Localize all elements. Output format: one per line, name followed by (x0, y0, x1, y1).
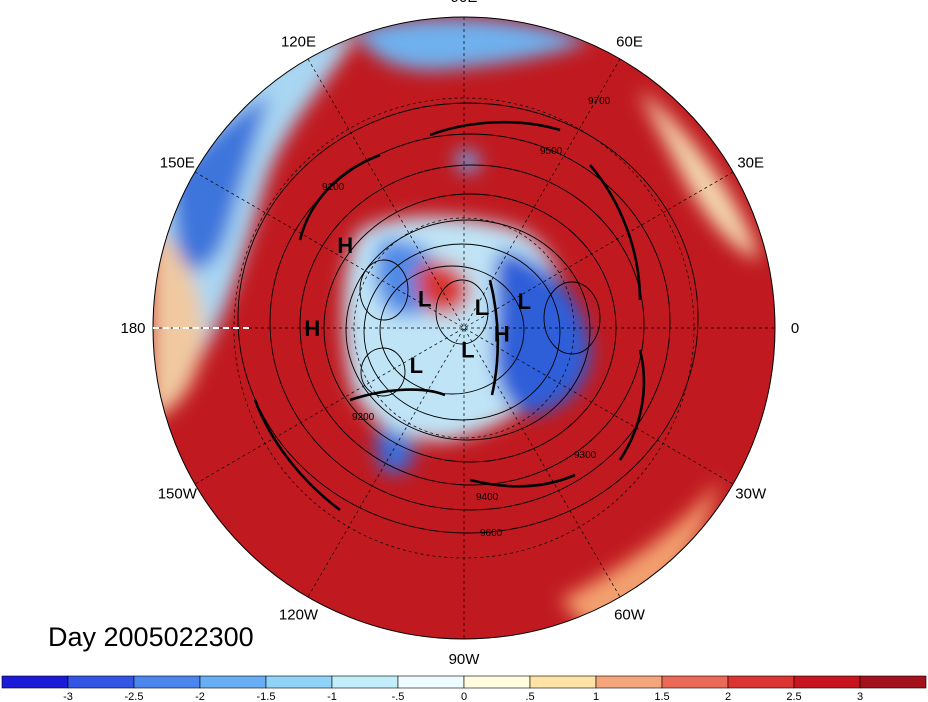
warm-anomaly-center (416, 261, 470, 315)
meridian-120e-60w (307, 58, 621, 598)
longitude-label: 60W (614, 607, 646, 624)
low-pressure-label: L (475, 295, 488, 320)
contour-label-9700: 9700 (588, 96, 611, 107)
longitude-labels: 90E 60E 30E 0 30W 60W 90W 120W 150W 180 150E 120E (120, 0, 799, 668)
longitude-label: 180 (120, 320, 145, 337)
low-pressure-label: L (461, 337, 474, 362)
high-pressure-label: H (494, 321, 510, 346)
cool-anomaly-southeast (560, 480, 720, 630)
longitude-label: 0 (791, 320, 799, 337)
colorbar: -3 -2.5 -2 -1.5 -1 -.5 0 .5 1 1.5 2 2.5 3 (1, 675, 927, 702)
cold-anomaly-center-core (493, 250, 591, 415)
contour-label-9400: 9400 (476, 492, 499, 503)
colorbar-swatch (133, 675, 201, 689)
contour-9300 (345, 219, 591, 441)
high-pressure-label: H (337, 233, 353, 258)
jet-streak-6 (469, 473, 576, 488)
colorbar-tick-label: 1 (593, 691, 599, 702)
longitude-label: 90W (449, 651, 481, 668)
longitude-label: 30W (735, 486, 767, 503)
contour-label-9500: 9500 (540, 146, 563, 157)
longitude-label: 120E (281, 33, 316, 50)
colorbar-tick-label: .5 (525, 691, 534, 702)
colorbar-tick-label: 2 (725, 691, 731, 702)
jet-streak-8 (618, 349, 646, 461)
contour-9500 (299, 164, 645, 486)
jet-streak-5 (349, 388, 446, 402)
longitude-label: 150E (160, 155, 195, 172)
contour-value-labels: 9700 9500 9400 9300 9200 9100 9600 (322, 96, 611, 539)
cool-anomaly-northeast (640, 90, 760, 260)
jet-streaks (253, 120, 646, 512)
colorbar-swatch (727, 675, 795, 689)
colorbar-swatch (529, 675, 597, 689)
contour-label-9200: 9200 (352, 412, 375, 423)
colorbar-tick-label: 1.5 (654, 691, 669, 702)
graticule (153, 17, 775, 639)
colorbar-swatch (397, 675, 465, 689)
meridian-60e-120w (307, 58, 621, 598)
high-pressure-label: H (304, 316, 320, 341)
longitude-label: 150W (158, 486, 198, 503)
colorbar-tick-label: 3 (857, 691, 863, 702)
low-pressure-label: L (518, 289, 531, 314)
contour-inner-4 (360, 347, 406, 397)
longitude-label: 60E (616, 33, 643, 50)
colorbar-swatch (793, 675, 861, 689)
cold-anomaly-north (355, 17, 590, 71)
jet-streak-2 (429, 120, 561, 137)
colorbar-tick-label: -1 (327, 691, 337, 702)
jet-streak-1 (298, 153, 381, 241)
colorbar-swatch (859, 675, 927, 689)
colorbar-swatch (1, 675, 69, 689)
jet-streak-4 (488, 279, 500, 396)
jet-streak-7 (253, 399, 341, 512)
colorbar-tick-label: -2 (195, 691, 205, 702)
low-pressure-label: L (410, 353, 423, 378)
meridian-30e-150w (194, 171, 734, 485)
contour-9200 (363, 243, 561, 421)
colorbar-swatch (463, 675, 531, 689)
colorbar-tick-label: -.5 (392, 691, 405, 702)
cold-anomaly-west-core (170, 95, 270, 271)
colorbar-swatch (265, 675, 333, 689)
colorbar-tick-label: 2.5 (786, 691, 801, 702)
day-label: Day 2005022300 (48, 622, 254, 652)
contour-9600 (269, 133, 671, 511)
contour-label-9300: 9300 (574, 450, 597, 461)
meridian-150e-30w (194, 171, 734, 485)
colorbar-swatch (67, 675, 135, 689)
contour-inner-3 (543, 281, 601, 355)
contour-label-9100: 9100 (322, 182, 345, 193)
colorbar-swatch (199, 675, 267, 689)
map-disc (153, 17, 775, 639)
cold-anomaly-west-lobe (153, 230, 205, 420)
contour-9100 (379, 265, 525, 395)
colorbar-tick-label: -3 (63, 691, 73, 702)
colorbar-swatch (661, 675, 729, 689)
jet-streak-3 (589, 164, 642, 301)
cold-anomaly-north-small (456, 149, 481, 173)
longitude-label: 120W (279, 607, 319, 624)
colorbar-swatch (331, 675, 399, 689)
colorbar-swatch (595, 675, 663, 689)
longitude-label: 30E (737, 155, 764, 172)
colorbar-tick-label: -1.5 (257, 691, 276, 702)
colorbar-tick-label: 0 (461, 691, 467, 702)
contour-inner-2 (359, 259, 409, 321)
contour-9700 (237, 102, 699, 534)
low-pressure-label: L (418, 286, 431, 311)
longitude-label: 90E (451, 0, 478, 6)
cold-anomaly-south (375, 428, 415, 474)
colorbar-tick-label: -2.5 (125, 691, 144, 702)
contour-label-9600: 9600 (480, 528, 503, 539)
